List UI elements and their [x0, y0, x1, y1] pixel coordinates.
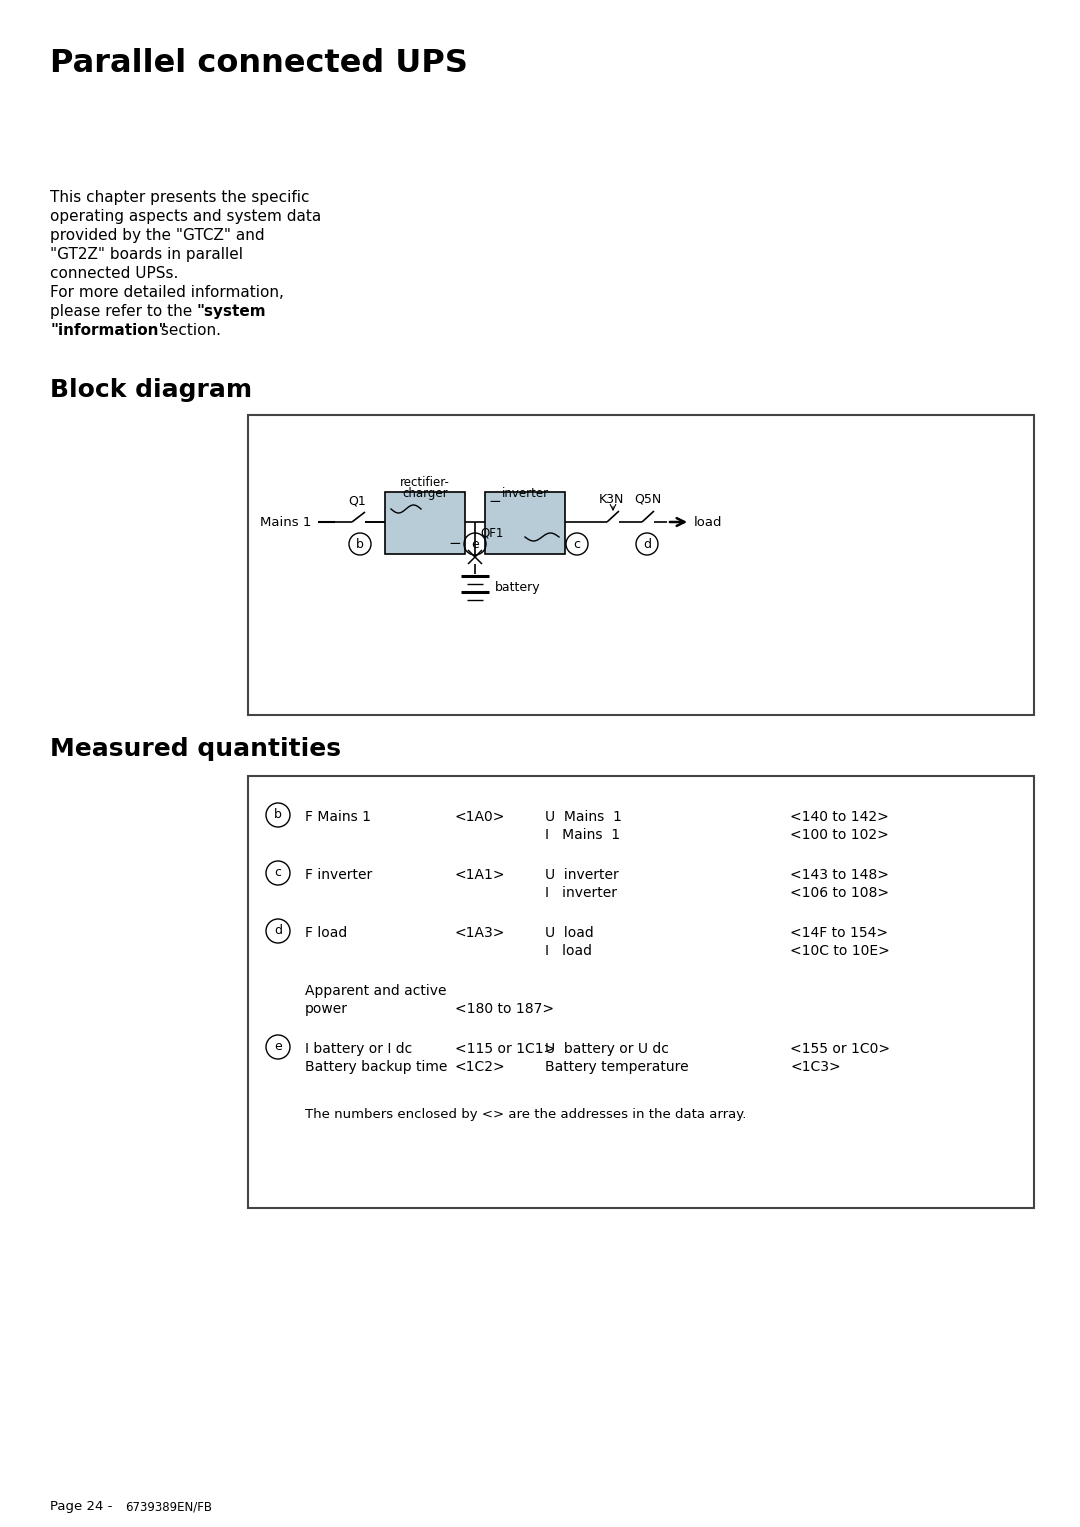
Text: <143 to 148>: <143 to 148>: [789, 867, 889, 883]
Text: e: e: [274, 1040, 282, 1054]
Text: 6739389EN/FB: 6739389EN/FB: [125, 1500, 212, 1513]
Text: load: load: [694, 516, 723, 528]
Text: <1A3>: <1A3>: [455, 925, 505, 941]
Text: I   inverter: I inverter: [545, 886, 617, 899]
Text: −: −: [448, 536, 461, 551]
Text: <1A0>: <1A0>: [455, 809, 505, 825]
Text: U  Mains  1: U Mains 1: [545, 809, 622, 825]
Text: For more detailed information,: For more detailed information,: [50, 286, 284, 299]
Text: "system: "system: [195, 304, 266, 319]
Text: F Mains 1: F Mains 1: [305, 809, 372, 825]
Text: <14F to 154>: <14F to 154>: [789, 925, 888, 941]
Text: F inverter: F inverter: [305, 867, 373, 883]
Text: <106 to 108>: <106 to 108>: [789, 886, 889, 899]
Text: inverter: inverter: [501, 487, 549, 499]
Text: <1C2>: <1C2>: [455, 1060, 505, 1073]
Text: b: b: [356, 538, 364, 551]
Text: Mains 1: Mains 1: [260, 516, 311, 528]
Text: <1C3>: <1C3>: [789, 1060, 840, 1073]
Text: e: e: [471, 538, 478, 551]
Text: Battery temperature: Battery temperature: [545, 1060, 689, 1073]
Text: Battery backup time: Battery backup time: [305, 1060, 447, 1073]
Text: <115 or 1C1>: <115 or 1C1>: [455, 1041, 555, 1057]
Text: Measured quantities: Measured quantities: [50, 738, 341, 760]
Text: d: d: [643, 538, 651, 551]
Text: rectifier-: rectifier-: [400, 476, 450, 489]
Text: Q5N: Q5N: [634, 493, 661, 505]
Text: charger: charger: [402, 487, 448, 499]
Text: Page 24 -: Page 24 -: [50, 1500, 117, 1513]
Text: "information": "information": [50, 324, 166, 337]
Text: d: d: [274, 924, 282, 938]
Bar: [384, 492, 465, 554]
Text: QF1: QF1: [480, 527, 503, 541]
Text: Q1: Q1: [348, 495, 366, 507]
Text: F load: F load: [305, 925, 348, 941]
Text: power: power: [305, 1002, 348, 1015]
Text: I   Mains  1: I Mains 1: [545, 828, 620, 841]
Bar: [485, 492, 565, 554]
Text: <10C to 10E>: <10C to 10E>: [789, 944, 890, 957]
Text: provided by the "GTCZ" and: provided by the "GTCZ" and: [50, 228, 265, 243]
Text: connected UPSs.: connected UPSs.: [50, 266, 178, 281]
Text: I battery or I dc: I battery or I dc: [305, 1041, 413, 1057]
Text: c: c: [274, 866, 282, 880]
Text: battery: battery: [495, 582, 541, 594]
Text: U  load: U load: [545, 925, 594, 941]
Text: Block diagram: Block diagram: [50, 379, 252, 402]
Bar: [248, 776, 1034, 1208]
Text: please refer to the: please refer to the: [50, 304, 198, 319]
Text: U  inverter: U inverter: [545, 867, 619, 883]
Text: This chapter presents the specific: This chapter presents the specific: [50, 189, 310, 205]
Bar: [248, 415, 1034, 715]
Text: Apparent and active: Apparent and active: [305, 983, 446, 999]
Text: U  battery or U dc: U battery or U dc: [545, 1041, 669, 1057]
Text: <180 to 187>: <180 to 187>: [455, 1002, 554, 1015]
Text: <140 to 142>: <140 to 142>: [789, 809, 889, 825]
Text: operating aspects and system data: operating aspects and system data: [50, 209, 321, 224]
Text: b: b: [274, 808, 282, 822]
Text: c: c: [573, 538, 581, 551]
Text: I   load: I load: [545, 944, 592, 957]
Text: <100 to 102>: <100 to 102>: [789, 828, 889, 841]
Text: −: −: [488, 495, 501, 510]
Text: Parallel connected UPS: Parallel connected UPS: [50, 47, 468, 79]
Text: <155 or 1C0>: <155 or 1C0>: [789, 1041, 890, 1057]
Text: The numbers enclosed by <> are the addresses in the data array.: The numbers enclosed by <> are the addre…: [305, 1109, 746, 1121]
Text: "GT2Z" boards in parallel: "GT2Z" boards in parallel: [50, 247, 243, 263]
Text: <1A1>: <1A1>: [455, 867, 505, 883]
Text: K3N: K3N: [599, 493, 624, 505]
Text: section.: section.: [156, 324, 221, 337]
